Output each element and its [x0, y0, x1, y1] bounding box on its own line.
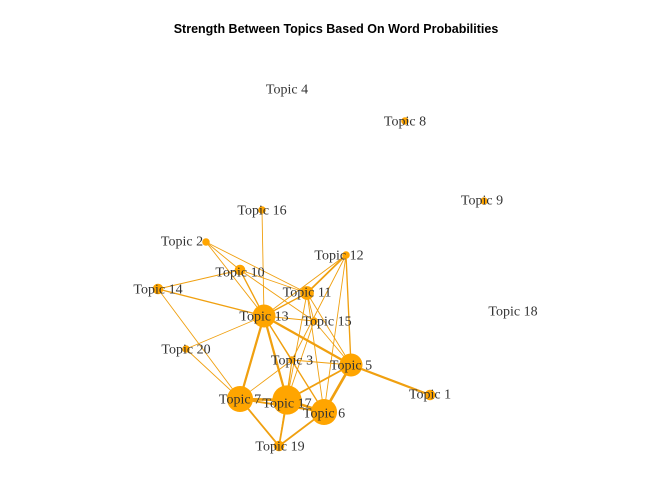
node-topic-15	[310, 317, 318, 325]
edge-topic-10-topic-2	[205, 241, 241, 271]
node-topic-7	[226, 385, 254, 413]
edge-topic-7-topic-13	[238, 314, 266, 401]
node-label-topic-1: Topic 1	[409, 388, 451, 403]
edge-topic-17-topic-11	[286, 292, 308, 401]
node-label-topic-3: Topic 3	[271, 354, 313, 369]
edge-topic-13-topic-12	[263, 254, 347, 317]
node-label-topic-17: Topic 17	[262, 397, 311, 412]
node-topic-2	[202, 238, 210, 246]
node-topic-9	[480, 197, 488, 205]
edge-topic-5-topic-1	[349, 363, 432, 397]
node-label-topic-8: Topic 8	[384, 115, 426, 130]
node-label-topic-12: Topic 12	[314, 249, 363, 264]
node-topic-17	[272, 385, 302, 415]
node-label-topic-9: Topic 9	[461, 194, 503, 209]
node-label-topic-6: Topic 6	[303, 407, 345, 422]
label-layer: Topic 1 Topic 2 Topic 3 Topic 4 Topic 5 Topic…	[133, 83, 537, 455]
edge-topic-3-topic-12	[291, 254, 347, 361]
edge-topic-14-topic-7	[157, 288, 241, 400]
node-topic-20	[182, 345, 190, 353]
edge-topic-10-topic-14	[157, 269, 241, 290]
edge-topic-6-topic-12	[323, 254, 347, 413]
node-topic-1	[424, 389, 436, 401]
node-topic-11	[300, 286, 314, 300]
node-topic-8	[401, 117, 409, 125]
edge-topic-14-topic-13	[157, 288, 265, 317]
node-topic-5	[339, 353, 363, 377]
chart-title: Strength Between Topics Based On Word Pr…	[173, 22, 499, 36]
edge-topic-5-topic-11	[306, 292, 352, 366]
node-topic-14	[152, 283, 164, 295]
node-label-topic-11: Topic 11	[283, 286, 332, 301]
node-label-topic-13: Topic 13	[239, 310, 288, 325]
edge-topic-10-topic-15	[239, 269, 315, 322]
node-topic-6	[310, 398, 338, 426]
edge-topic-6-topic-11	[306, 292, 325, 413]
node-topic-10	[234, 264, 246, 276]
node-topic-16	[258, 206, 266, 214]
node-label-topic-10: Topic 10	[215, 266, 264, 281]
node-label-topic-20: Topic 20	[161, 343, 210, 358]
node-label-topic-14: Topic 14	[133, 283, 182, 298]
node-topic-13	[252, 304, 276, 328]
node-label-topic-16: Topic 16	[237, 204, 286, 219]
node-topic-12	[342, 251, 350, 259]
node-topic-3	[288, 356, 296, 364]
node-label-topic-2: Topic 2	[161, 235, 203, 250]
node-label-topic-15: Topic 15	[302, 315, 351, 330]
node-label-topic-4: Topic 4	[266, 83, 308, 98]
node-layer	[152, 117, 488, 452]
edge-topic-11-topic-12	[306, 254, 347, 294]
node-label-topic-7: Topic 7	[219, 393, 261, 408]
node-label-topic-18: Topic 18	[488, 305, 537, 320]
node-label-topic-5: Topic 5	[330, 359, 372, 374]
node-label-topic-19: Topic 19	[255, 440, 304, 455]
edge-topic-13-topic-16	[261, 209, 265, 317]
edge-topic-10-topic-11	[239, 269, 308, 294]
node-topic-19	[273, 440, 285, 452]
edge-topic-5-topic-12	[345, 254, 352, 366]
edge-topic-2-topic-11	[205, 241, 308, 294]
edge-topic-13-topic-2	[205, 241, 265, 317]
